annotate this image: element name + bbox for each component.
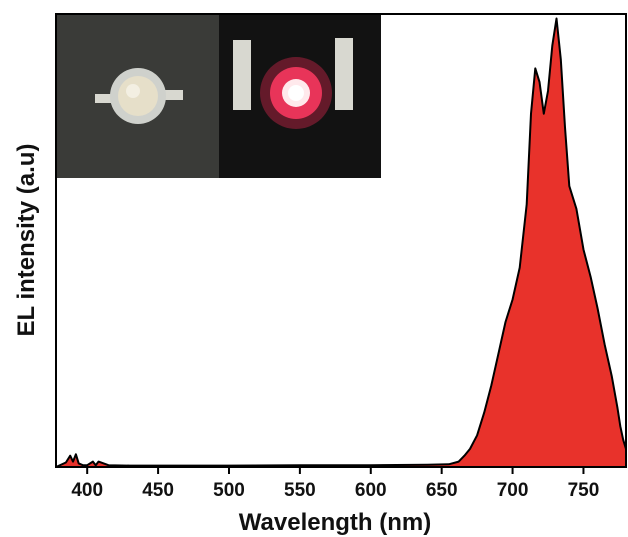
x-tick-label-600: 600 — [355, 480, 387, 501]
plot-area — [55, 17, 627, 468]
inset-photos — [57, 14, 381, 178]
x-tick-label-750: 750 — [568, 480, 600, 501]
x-ticks: 400 450 500 550 600 650 700 750 — [71, 467, 599, 501]
x-tick-label-450: 450 — [142, 480, 174, 501]
axes — [55, 13, 627, 468]
x-tick-label-500: 500 — [213, 480, 245, 501]
x-axis-title: Wavelength (nm) — [239, 509, 431, 536]
y-axis-title: EL intensity (a.u) — [13, 144, 40, 337]
led-on-photo-icon — [219, 14, 381, 178]
x-tick-label-650: 650 — [426, 480, 458, 501]
series-line-0 — [55, 17, 627, 468]
axes-frame — [55, 13, 627, 468]
x-tick-label-700: 700 — [497, 480, 529, 501]
led-off-photo-icon — [57, 14, 219, 178]
x-tick-label-400: 400 — [71, 480, 103, 501]
series-area-0 — [56, 18, 626, 467]
x-tick-label-550: 550 — [284, 480, 316, 501]
